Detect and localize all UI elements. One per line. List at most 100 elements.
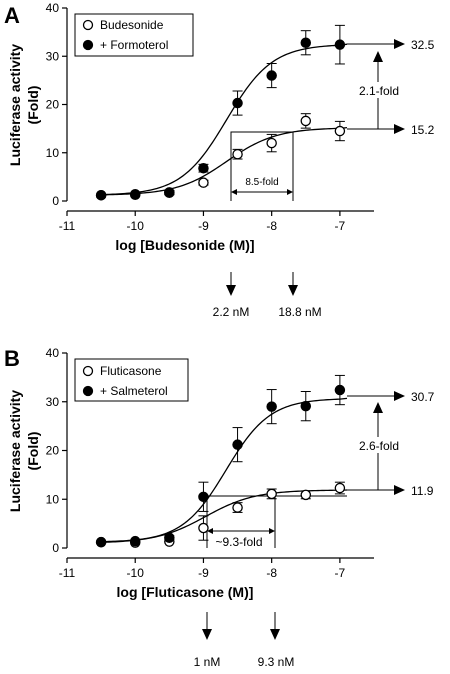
y-axis-title-line2: (Fold) [25, 432, 41, 471]
point-filled [266, 401, 277, 412]
point-open [300, 489, 312, 501]
point-filled [334, 39, 346, 50]
legend-marker-filled [82, 39, 94, 51]
plot-area: Fluticasone + Salmeterol ~9.3-fold [74, 358, 348, 549]
x-axis-title: log [Fluticasone (M)] [117, 584, 254, 600]
x-tick-label: -9 [198, 566, 209, 580]
legend-label: Fluticasone [100, 364, 162, 378]
panel-letter-a: A [4, 3, 20, 28]
fold-shift-label: ~9.3-fold [215, 535, 262, 549]
data-point [164, 532, 175, 544]
legend-marker-open [82, 365, 94, 377]
legend: Fluticasone + Salmeterol [74, 358, 189, 402]
legend-label: + Formoterol [100, 38, 168, 52]
ec50-label: 9.3 nM [258, 655, 295, 669]
point-filled [129, 535, 141, 547]
panel-a: A Luciferase activity (Fold) log [Budeso… [4, 1, 435, 319]
panel-b: B Luciferase activity (Fold) log [Flutic… [4, 346, 435, 669]
point-filled [300, 37, 312, 48]
max-fold-label-bg [356, 437, 402, 453]
ec50-arrowhead [288, 285, 298, 296]
point-filled [266, 70, 277, 81]
point-open [198, 522, 209, 534]
y-tick-label: 0 [52, 541, 59, 555]
point-filled [164, 532, 175, 544]
point-filled [164, 187, 175, 198]
data-point [232, 148, 243, 160]
point-filled [129, 188, 141, 200]
plateau-arrowhead-low [394, 124, 405, 134]
data-point [198, 162, 209, 174]
point-open [300, 115, 312, 127]
fold-shift-arrowhead-right [287, 189, 293, 195]
fold-shift-arrowhead-right [269, 528, 275, 534]
max-fold-label: 2.1-fold [359, 84, 399, 98]
y-tick-label: 30 [46, 395, 60, 409]
y-tick-label: 20 [46, 444, 60, 458]
plot-area: Budesonide + Formoterol 8.5-fold [74, 13, 348, 201]
y-axis-title-line1: Luciferase activity [7, 44, 23, 166]
point-filled [232, 439, 243, 450]
data-point [300, 391, 312, 422]
axes: 0 10 20 30 40 -11 -10 -9 -8 -7 [46, 1, 374, 233]
legend-marker-open [82, 19, 94, 31]
point-filled [232, 97, 243, 109]
ec50-arrowhead [270, 629, 280, 640]
x-tick-label: -11 [59, 566, 76, 580]
data-point [129, 535, 141, 547]
fit-curve [101, 43, 348, 196]
panel-letter-b: B [4, 346, 20, 371]
fold-shift-label: 8.5-fold [245, 177, 278, 188]
data-point [334, 374, 346, 406]
point-open [198, 177, 209, 188]
point-filled [334, 384, 346, 396]
ec50-arrowhead [202, 629, 212, 640]
data-point [334, 24, 346, 65]
point-open [266, 488, 277, 500]
legend-box [74, 13, 194, 57]
y-tick-label: 10 [46, 492, 60, 506]
point-open [334, 125, 346, 137]
ec50-arrowhead [226, 285, 236, 296]
legend: Budesonide + Formoterol [74, 13, 194, 57]
point-filled [95, 536, 107, 548]
x-tick-label: -10 [127, 219, 145, 233]
x-tick-label: -10 [127, 566, 145, 580]
plateau-arrowhead-low [394, 485, 405, 495]
point-filled [198, 162, 209, 174]
legend-label: + Salmeterol [100, 384, 168, 398]
axes: 0 10 20 30 40 -11 -10 -9 -8 -7 [46, 346, 374, 580]
x-axis-title: log [Budesonide (M)] [115, 237, 254, 253]
fold-shift-arrowhead-left [231, 189, 237, 195]
y-axis-title-line2: (Fold) [25, 86, 41, 125]
data-point [266, 389, 277, 425]
ec50-label: 1 nM [194, 655, 221, 669]
point-filled [198, 491, 209, 503]
x-tick-label: -11 [59, 219, 76, 233]
y-tick-label: 10 [46, 146, 60, 160]
point-open [232, 502, 243, 513]
x-tick-label: -9 [198, 219, 209, 233]
point-filled [300, 400, 312, 412]
legend-box [74, 358, 189, 402]
point-open [232, 148, 243, 160]
plateau-label-high: 30.7 [411, 390, 435, 404]
x-tick-label: -7 [335, 566, 346, 580]
data-point [266, 133, 277, 153]
y-tick-label: 30 [46, 49, 60, 63]
x-tick-label: -8 [266, 566, 277, 580]
plateau-label-low: 15.2 [411, 123, 435, 137]
data-point [198, 481, 209, 512]
legend-label: Budesonide [100, 18, 164, 32]
fit-curve [101, 397, 348, 543]
data-point [300, 489, 312, 501]
data-point [198, 177, 209, 188]
plateau-arrowhead-high [394, 391, 405, 401]
point-open [266, 137, 277, 149]
data-point [266, 488, 277, 500]
data-point [334, 120, 346, 142]
max-fold-arrowhead [373, 51, 383, 62]
data-point [232, 427, 243, 463]
fit-curve [101, 127, 348, 196]
